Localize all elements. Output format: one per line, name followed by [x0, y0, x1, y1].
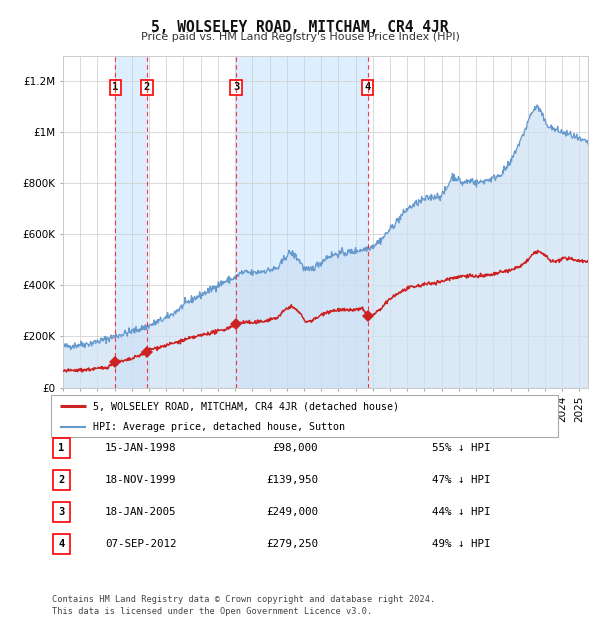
- Text: 44% ↓ HPI: 44% ↓ HPI: [432, 507, 491, 517]
- Text: 1: 1: [58, 443, 64, 453]
- Text: 3: 3: [58, 507, 64, 517]
- Text: £279,250: £279,250: [266, 539, 318, 549]
- Text: 55% ↓ HPI: 55% ↓ HPI: [432, 443, 491, 453]
- Text: Contains HM Land Registry data © Crown copyright and database right 2024.
This d: Contains HM Land Registry data © Crown c…: [52, 595, 435, 616]
- Text: 4: 4: [58, 539, 64, 549]
- Text: HPI: Average price, detached house, Sutton: HPI: Average price, detached house, Sutt…: [92, 422, 344, 432]
- Text: 18-JAN-2005: 18-JAN-2005: [105, 507, 176, 517]
- Text: Price paid vs. HM Land Registry's House Price Index (HPI): Price paid vs. HM Land Registry's House …: [140, 32, 460, 42]
- FancyBboxPatch shape: [53, 534, 70, 554]
- Text: 18-NOV-1999: 18-NOV-1999: [105, 475, 176, 485]
- FancyBboxPatch shape: [53, 438, 70, 458]
- Text: 07-SEP-2012: 07-SEP-2012: [105, 539, 176, 549]
- Text: 3: 3: [233, 82, 239, 92]
- FancyBboxPatch shape: [53, 470, 70, 490]
- FancyBboxPatch shape: [51, 395, 558, 437]
- Text: £249,000: £249,000: [266, 507, 318, 517]
- Text: 47% ↓ HPI: 47% ↓ HPI: [432, 475, 491, 485]
- Text: 49% ↓ HPI: 49% ↓ HPI: [432, 539, 491, 549]
- Bar: [236, 56, 368, 388]
- Bar: [115, 56, 147, 388]
- Text: 1: 1: [112, 82, 118, 92]
- Text: 15-JAN-1998: 15-JAN-1998: [105, 443, 176, 453]
- Text: 5, WOLSELEY ROAD, MITCHAM, CR4 4JR (detached house): 5, WOLSELEY ROAD, MITCHAM, CR4 4JR (deta…: [92, 401, 398, 411]
- Text: £98,000: £98,000: [272, 443, 318, 453]
- Text: £139,950: £139,950: [266, 475, 318, 485]
- Text: 5, WOLSELEY ROAD, MITCHAM, CR4 4JR: 5, WOLSELEY ROAD, MITCHAM, CR4 4JR: [151, 20, 449, 35]
- Text: 2: 2: [58, 475, 64, 485]
- FancyBboxPatch shape: [53, 502, 70, 522]
- Text: 4: 4: [364, 82, 371, 92]
- Text: 2: 2: [144, 82, 150, 92]
